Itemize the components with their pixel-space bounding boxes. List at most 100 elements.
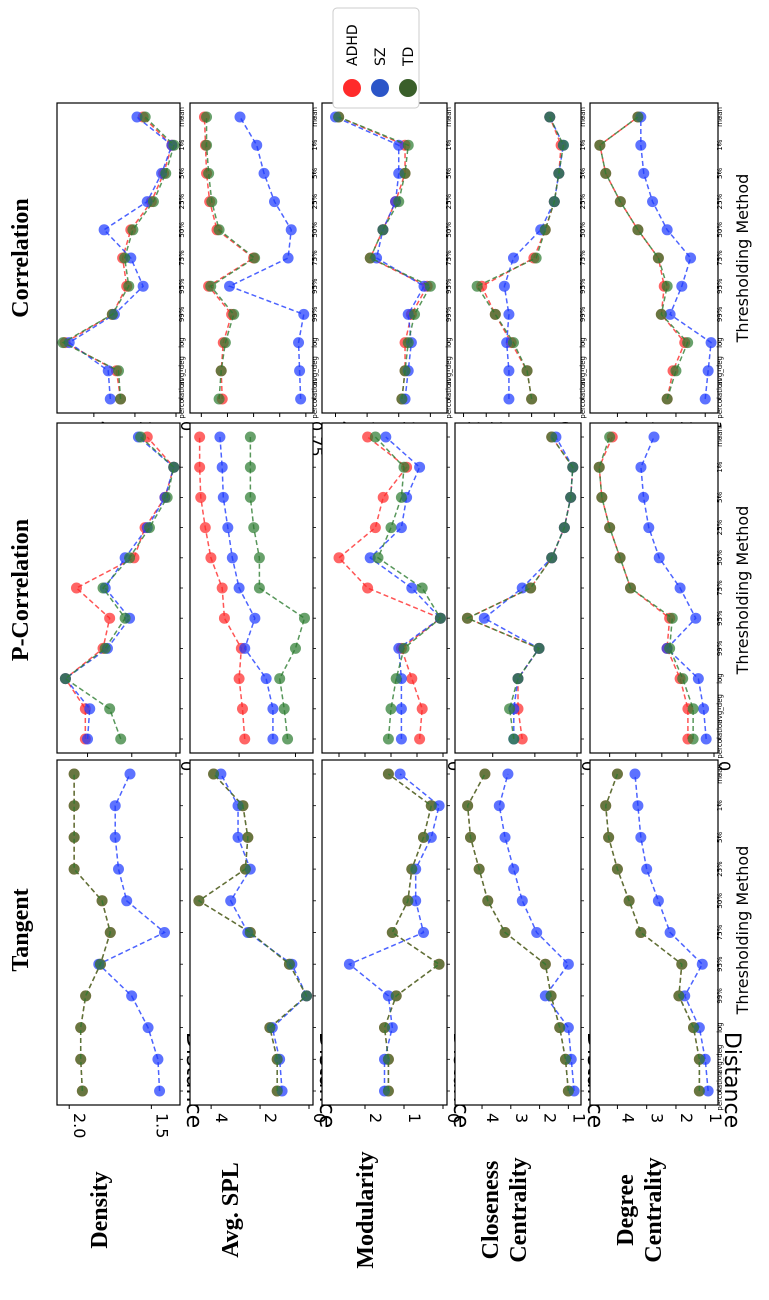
data-point: [697, 959, 708, 970]
data-point: [240, 864, 251, 875]
data-point: [414, 462, 425, 473]
x-tick-label: 75%: [178, 250, 186, 266]
y-tick-label: 4: [618, 1113, 637, 1123]
data-point: [239, 734, 250, 745]
data-point: [700, 394, 711, 405]
data-point: [500, 832, 511, 843]
x-tick-label: 1%: [716, 800, 724, 811]
data-point: [261, 673, 272, 684]
data-point: [119, 253, 130, 264]
data-point: [370, 432, 381, 443]
data-point: [71, 583, 82, 594]
data-point: [115, 394, 126, 405]
data-point: [105, 394, 116, 405]
data-point: [249, 613, 260, 624]
data-point: [193, 895, 204, 906]
data-point: [110, 800, 121, 811]
data-point: [224, 281, 235, 292]
x-tick-label: 75%: [716, 580, 724, 596]
data-point: [233, 832, 244, 843]
data-point: [676, 959, 687, 970]
x-tick-label: 1%: [579, 139, 587, 150]
panel: 1234percolationavg_deglog99%95%75%50%25%…: [590, 103, 725, 431]
legend-label: TD: [401, 47, 417, 67]
data-point: [154, 1086, 165, 1097]
data-point: [563, 1086, 574, 1097]
method-label: Tangent: [8, 888, 34, 971]
data-point: [264, 1022, 275, 1033]
data-point: [688, 734, 699, 745]
data-point: [406, 673, 417, 684]
metric-label: Avg. SPL: [218, 1162, 244, 1258]
data-point: [127, 224, 138, 235]
data-point: [99, 224, 110, 235]
data-point: [249, 253, 260, 264]
data-point: [84, 703, 95, 714]
metric-label-line: Centrality: [506, 1157, 532, 1262]
data-point: [282, 734, 293, 745]
data-point: [508, 734, 519, 745]
panel: 1.52.0: [190, 423, 316, 786]
data-point: [259, 168, 270, 179]
data-point: [403, 337, 414, 348]
data-point: [632, 800, 643, 811]
data-point: [143, 1022, 154, 1033]
data-point: [386, 703, 397, 714]
panel-frame: [322, 423, 447, 753]
data-point: [540, 224, 551, 235]
data-point: [554, 1022, 565, 1033]
x-tick-label: mean: [311, 107, 319, 127]
data-point: [135, 432, 146, 443]
data-point: [121, 895, 132, 906]
data-point: [600, 800, 611, 811]
x-tick-label: log: [178, 337, 186, 348]
y-tick-label: 1.5: [152, 1113, 171, 1138]
metric-label-line: Closeness: [478, 1161, 504, 1260]
panel: 0 2 4: [190, 760, 329, 1123]
data-point: [677, 673, 688, 684]
panel: 012: [322, 760, 463, 1123]
data-point: [214, 224, 225, 235]
data-point: [194, 462, 205, 473]
data-point: [472, 281, 483, 292]
data-point: [370, 522, 381, 533]
data-point: [653, 253, 664, 264]
data-point: [567, 462, 578, 473]
data-point: [612, 769, 623, 780]
x-tick-label: 1%: [716, 461, 724, 472]
data-point: [615, 196, 626, 207]
data-point: [508, 864, 519, 875]
x-tick-label: 99%: [716, 988, 724, 1004]
data-point: [604, 432, 615, 443]
data-point: [513, 673, 524, 684]
data-point: [69, 864, 80, 875]
y-tick-label: 3: [512, 1113, 531, 1123]
data-point: [656, 309, 667, 320]
x-tick-label: 5%: [716, 492, 724, 503]
method-label: Correlation: [8, 198, 34, 318]
data-point: [474, 864, 485, 875]
data-point: [654, 552, 665, 563]
panel-frame: [590, 423, 718, 753]
data-point: [503, 394, 514, 405]
x-tick-label: 25%: [716, 193, 724, 209]
x-tick-label: log: [579, 337, 587, 348]
data-point: [235, 112, 246, 123]
panel: 01234: [322, 423, 463, 771]
panel: 024percolationavg_deglog99%95%75%50%25%5…: [57, 103, 196, 431]
data-point: [205, 281, 216, 292]
x-tick-label: 50%: [716, 893, 724, 909]
data-point: [544, 112, 555, 123]
data-point: [703, 365, 714, 376]
data-point: [245, 927, 256, 938]
data-point: [693, 673, 704, 684]
data-point: [387, 927, 398, 938]
data-point: [267, 703, 278, 714]
data-point: [217, 462, 228, 473]
data-point: [216, 365, 227, 376]
x-tick-label: mean: [579, 107, 587, 127]
data-point: [203, 168, 214, 179]
y-tick-label: 0: [444, 1113, 463, 1123]
x-tick-label: 5%: [716, 168, 724, 179]
data-point: [435, 613, 446, 624]
